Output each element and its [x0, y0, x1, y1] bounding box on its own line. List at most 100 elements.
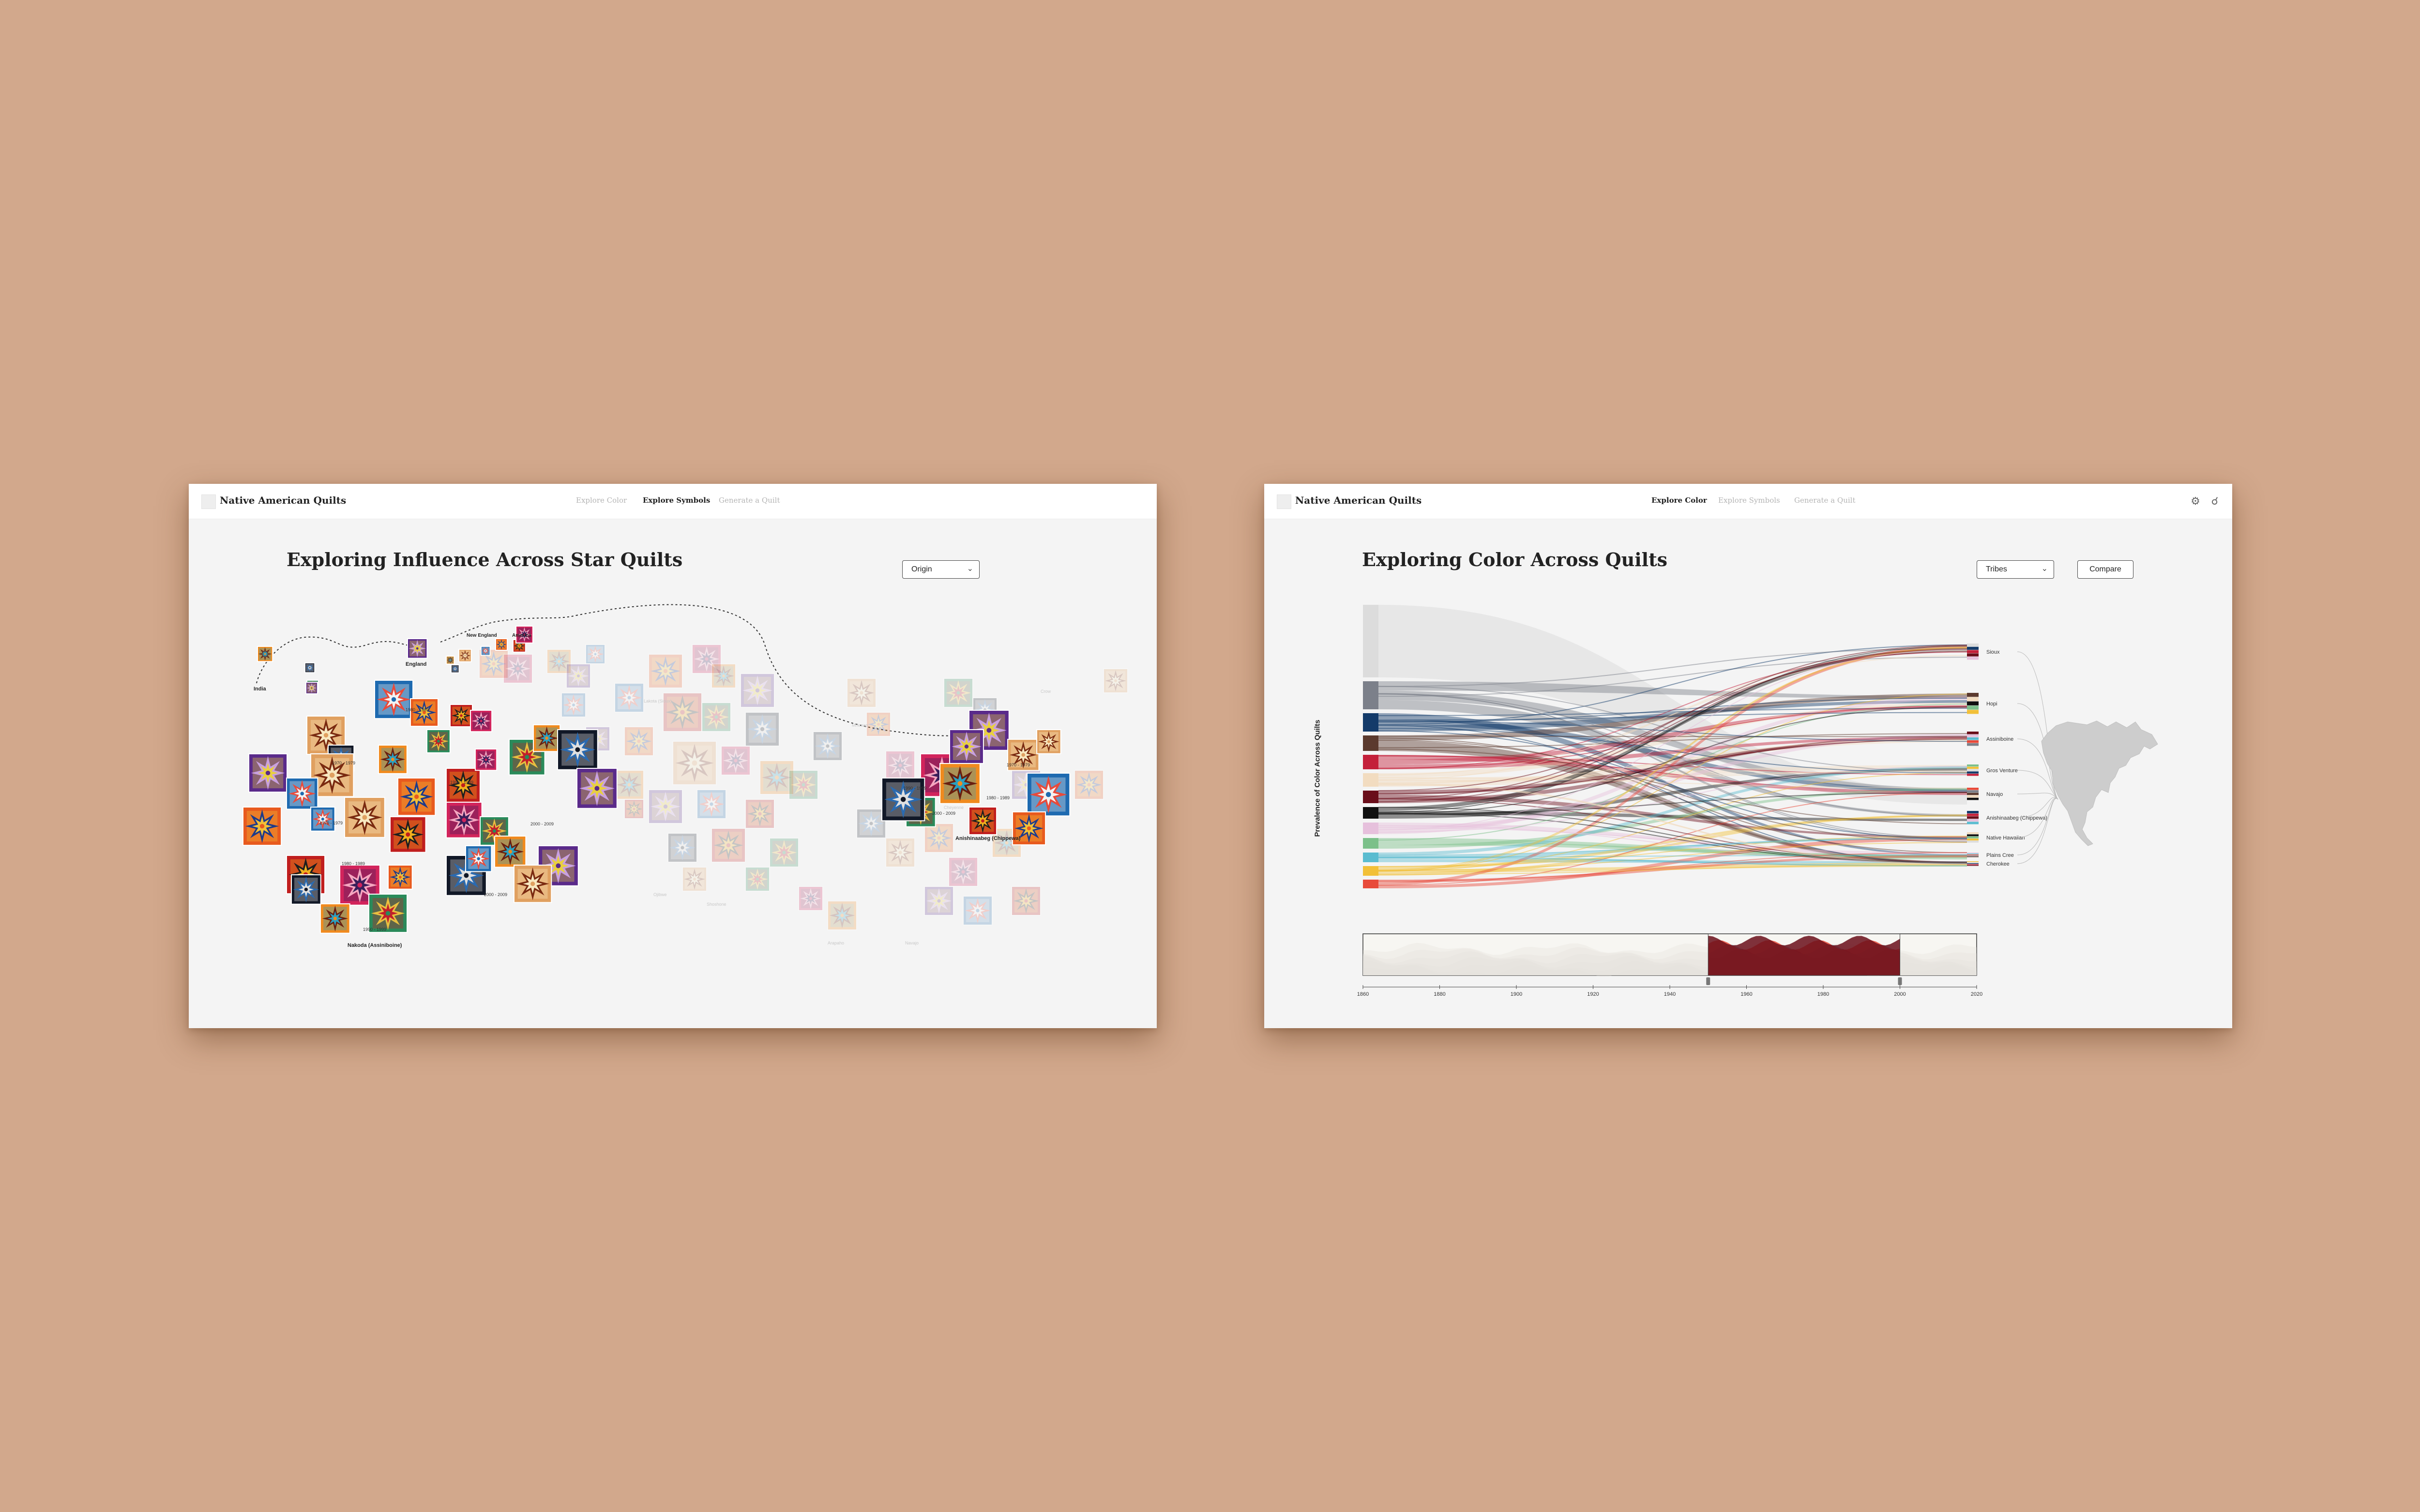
color-ribbon[interactable]	[1378, 681, 1967, 699]
color-swatch[interactable]	[1363, 853, 1378, 862]
tribe-color-segment[interactable]	[1967, 836, 1979, 838]
color-swatch[interactable]	[1363, 823, 1378, 834]
tribe-color-segment[interactable]	[1967, 790, 1979, 793]
quilt-tile[interactable]	[538, 845, 579, 886]
tribe-color-segment[interactable]	[1967, 710, 1979, 714]
color-ribbon[interactable]	[1378, 719, 1967, 793]
color-swatch[interactable]	[1363, 773, 1378, 787]
tribe-color-segment[interactable]	[1967, 743, 1979, 746]
color-ribbon[interactable]	[1378, 605, 1967, 805]
tribe-label[interactable]: Gros Venture	[1986, 768, 2018, 774]
tribe-color-segment[interactable]	[1967, 797, 1979, 800]
tribe-color-segment[interactable]	[1967, 832, 1979, 834]
faded-quilt-tile[interactable]	[585, 644, 605, 664]
quilt-tile[interactable]	[248, 753, 288, 793]
faded-quilt-tile[interactable]	[546, 649, 572, 674]
color-ribbon[interactable]	[1378, 838, 1967, 860]
tribe-color-segment[interactable]	[1967, 861, 1979, 862]
faded-quilt-tile[interactable]	[745, 712, 780, 747]
color-ribbon[interactable]	[1378, 690, 1967, 793]
faded-quilt-tile[interactable]	[663, 692, 702, 732]
faded-quilt-tile[interactable]	[827, 900, 857, 930]
quilt-tile[interactable]	[368, 894, 408, 933]
nav-explore-symbols[interactable]: Explore Symbols	[1718, 496, 1780, 505]
color-ribbon[interactable]	[1378, 746, 1967, 865]
quilt-tile[interactable]	[475, 749, 498, 771]
nav-generate-quilt[interactable]: Generate a Quilt	[1794, 496, 1856, 505]
tribe-color-segment[interactable]	[1967, 771, 1979, 774]
quilt-tile[interactable]	[257, 646, 273, 662]
quilt-tile[interactable]	[949, 729, 984, 764]
faded-quilt-tile[interactable]	[696, 789, 726, 819]
app-title[interactable]: Native American Quilts	[1295, 494, 1422, 506]
color-swatch[interactable]	[1363, 755, 1378, 769]
quilt-tile[interactable]	[374, 680, 414, 719]
quilt-tile[interactable]	[397, 778, 436, 816]
tribe-label[interactable]: Assiniboine	[1986, 736, 2013, 742]
faded-quilt-tile[interactable]	[924, 886, 954, 916]
color-ribbon[interactable]	[1378, 693, 1967, 741]
color-swatch[interactable]	[1363, 880, 1378, 888]
quilt-tile[interactable]	[481, 646, 491, 656]
north-america-map[interactable]	[2041, 720, 2158, 846]
tribe-color-segment[interactable]	[1967, 740, 1979, 743]
faded-quilt-tile[interactable]	[745, 867, 770, 892]
quilt-tile[interactable]	[514, 865, 552, 903]
faded-quilt-tile[interactable]	[672, 741, 717, 785]
quilt-tile[interactable]	[451, 664, 460, 674]
color-ribbon[interactable]	[1378, 788, 1967, 849]
color-ribbon[interactable]	[1378, 768, 1967, 819]
quilt-tile[interactable]	[465, 845, 492, 872]
quilt-tile[interactable]	[407, 638, 428, 659]
tribe-color-segment[interactable]	[1967, 732, 1979, 734]
faded-quilt-tile[interactable]	[788, 770, 818, 800]
quilt-tile[interactable]	[344, 797, 385, 838]
quilt-tile[interactable]	[378, 745, 408, 774]
tribe-color-segment[interactable]	[1967, 653, 1979, 657]
quilt-tile[interactable]	[320, 903, 350, 934]
color-ribbon[interactable]	[1378, 837, 1967, 859]
tribe-label[interactable]: Anishinaabeg (Chippewa)	[1986, 815, 2047, 821]
color-ribbon[interactable]	[1378, 755, 1967, 795]
nav-generate-quilt[interactable]: Generate a Quilt	[719, 496, 780, 505]
faded-quilt-tile[interactable]	[924, 823, 954, 853]
faded-quilt-tile[interactable]	[885, 750, 915, 780]
tribe-color-segment[interactable]	[1967, 822, 1979, 824]
quilt-tile[interactable]	[1036, 729, 1061, 754]
faded-quilt-tile[interactable]	[648, 654, 683, 689]
tribe-color-segment[interactable]	[1967, 734, 1979, 737]
color-swatch[interactable]	[1363, 735, 1378, 751]
tribe-color-segment[interactable]	[1967, 816, 1979, 819]
tribe-color-segment[interactable]	[1967, 795, 1979, 798]
color-swatch[interactable]	[1363, 791, 1378, 803]
tribe-color-segment[interactable]	[1967, 646, 1979, 650]
faded-quilt-tile[interactable]	[847, 678, 877, 708]
faded-quilt-tile[interactable]	[624, 799, 644, 819]
color-ribbon[interactable]	[1378, 823, 1967, 857]
color-swatch[interactable]	[1363, 681, 1378, 709]
quilt-tile[interactable]	[1012, 811, 1046, 846]
faded-quilt-tile[interactable]	[711, 663, 736, 689]
tribe-label[interactable]: Sioux	[1986, 649, 2000, 655]
quilt-tile[interactable]	[242, 807, 282, 846]
quilt-tile[interactable]	[410, 698, 439, 727]
tribe-color-segment[interactable]	[1967, 657, 1979, 660]
faded-quilt-tile[interactable]	[701, 702, 731, 732]
quilt-tile[interactable]	[446, 656, 455, 665]
timeline-selection[interactable]	[1708, 933, 1900, 976]
quilt-tile[interactable]	[390, 816, 426, 853]
faded-quilt-tile[interactable]	[692, 644, 722, 674]
quilt-tile[interactable]	[446, 768, 481, 803]
tribe-color-segment[interactable]	[1967, 853, 1979, 854]
origin-dropdown[interactable]: Origin ⌄	[902, 560, 980, 579]
tribe-color-segment[interactable]	[1967, 838, 1979, 841]
quilt-tile[interactable]	[305, 682, 318, 694]
gear-icon[interactable]: ⚙	[2191, 495, 2200, 507]
faded-quilt-tile[interactable]	[943, 678, 973, 708]
tribe-color-segment[interactable]	[1967, 788, 1979, 790]
color-ribbon[interactable]	[1378, 705, 1967, 764]
timeline-handle[interactable]	[1706, 977, 1710, 985]
tribe-color-segment[interactable]	[1967, 856, 1979, 857]
quilt-tile[interactable]	[426, 729, 451, 753]
faded-quilt-tile[interactable]	[759, 760, 794, 795]
